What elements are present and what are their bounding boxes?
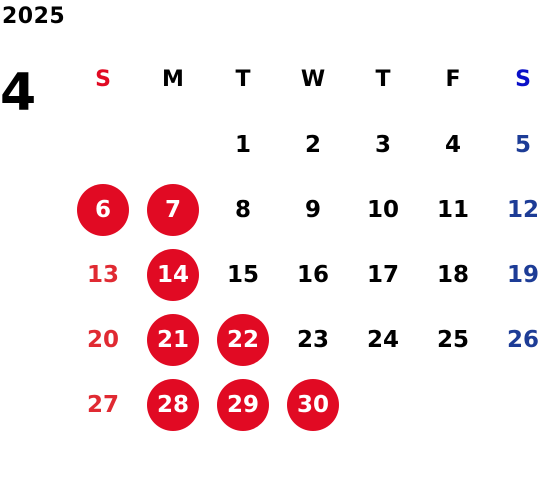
weekday-header-fri: F (445, 67, 461, 92)
day-12[interactable]: 12 (488, 177, 548, 242)
weekday-header-thu: T (375, 67, 391, 92)
day-number: 21 (147, 313, 199, 366)
month-number: 4 (0, 63, 37, 123)
day-22[interactable]: 22 (208, 307, 278, 372)
day-28[interactable]: 28 (138, 372, 208, 437)
day-10[interactable]: 10 (348, 177, 418, 242)
weekday-header-sun: S (95, 67, 111, 92)
day-number: 25 (436, 326, 469, 353)
day-number: 11 (436, 196, 469, 223)
day-number: 1 (234, 131, 251, 158)
day-number: 13 (86, 261, 119, 288)
empty-cell (138, 112, 208, 177)
day-number: 29 (217, 378, 269, 431)
day-number: 6 (77, 183, 129, 236)
day-number: 22 (217, 313, 269, 366)
day-3[interactable]: 3 (348, 112, 418, 177)
day-number: 30 (287, 378, 339, 431)
day-number: 12 (506, 196, 539, 223)
day-11[interactable]: 11 (418, 177, 488, 242)
day-number: 2 (304, 131, 321, 158)
day-18[interactable]: 18 (418, 242, 488, 307)
day-20[interactable]: 20 (68, 307, 138, 372)
day-number: 19 (506, 261, 539, 288)
day-number: 16 (296, 261, 329, 288)
weekday-header-sat: S (515, 67, 531, 92)
day-19[interactable]: 19 (488, 242, 548, 307)
calendar-grid: S M T W T F S 1 2 3 4 5 6 7 8 9 10 11 12 13 14 15 16 17 18 19 20 21… (68, 47, 548, 502)
empty-cell (68, 112, 138, 177)
day-number: 3 (374, 131, 391, 158)
day-15[interactable]: 15 (208, 242, 278, 307)
day-number: 20 (86, 326, 119, 353)
day-number: 4 (444, 131, 461, 158)
day-number: 17 (366, 261, 399, 288)
day-27[interactable]: 27 (68, 372, 138, 437)
day-7[interactable]: 7 (138, 177, 208, 242)
year-label: 2025 (2, 4, 66, 29)
day-23[interactable]: 23 (278, 307, 348, 372)
day-1[interactable]: 1 (208, 112, 278, 177)
weekday-header-tue: T (235, 67, 251, 92)
day-number: 9 (304, 196, 321, 223)
day-14[interactable]: 14 (138, 242, 208, 307)
day-number: 27 (86, 391, 119, 418)
day-number: 8 (234, 196, 251, 223)
day-13[interactable]: 13 (68, 242, 138, 307)
day-number: 23 (296, 326, 329, 353)
day-6[interactable]: 6 (68, 177, 138, 242)
day-8[interactable]: 8 (208, 177, 278, 242)
weekday-header-wed: W (300, 67, 326, 92)
day-number: 10 (366, 196, 399, 223)
day-25[interactable]: 25 (418, 307, 488, 372)
day-number: 26 (506, 326, 539, 353)
day-26[interactable]: 26 (488, 307, 548, 372)
day-number: 28 (147, 378, 199, 431)
day-number: 7 (147, 183, 199, 236)
day-9[interactable]: 9 (278, 177, 348, 242)
day-16[interactable]: 16 (278, 242, 348, 307)
day-4[interactable]: 4 (418, 112, 488, 177)
day-number: 5 (514, 131, 531, 158)
day-number: 14 (147, 248, 199, 301)
day-5[interactable]: 5 (488, 112, 548, 177)
day-29[interactable]: 29 (208, 372, 278, 437)
day-24[interactable]: 24 (348, 307, 418, 372)
day-number: 24 (366, 326, 399, 353)
day-21[interactable]: 21 (138, 307, 208, 372)
day-number: 15 (226, 261, 259, 288)
day-17[interactable]: 17 (348, 242, 418, 307)
day-2[interactable]: 2 (278, 112, 348, 177)
day-number: 18 (436, 261, 469, 288)
weekday-header-mon: M (162, 67, 184, 92)
day-30[interactable]: 30 (278, 372, 348, 437)
